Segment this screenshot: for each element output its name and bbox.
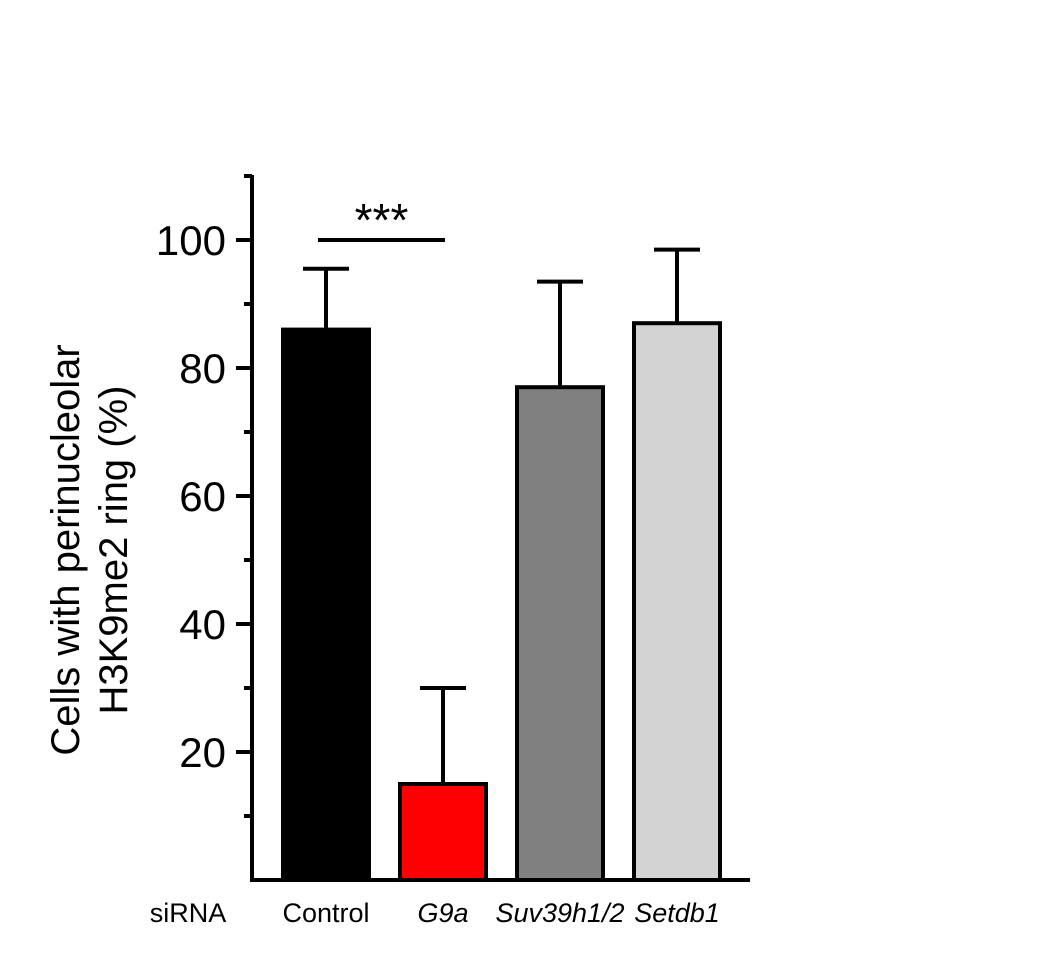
bar-g9a bbox=[398, 782, 488, 882]
category-labels: Control G9a Suv39h1/2 Setdb1 bbox=[282, 898, 719, 928]
bar-control bbox=[281, 327, 371, 883]
y-axis: 20 40 60 80 100 bbox=[156, 174, 254, 882]
significance-label: *** bbox=[355, 194, 409, 246]
y-tick-label: 20 bbox=[179, 729, 226, 776]
group-label: siRNA bbox=[150, 898, 227, 928]
y-axis-title: Cells with perinucleolar H3K9me2 ring (%… bbox=[44, 344, 136, 755]
y-axis-title-line-1: Cells with perinucleolar bbox=[44, 344, 88, 755]
y-axis-title-line-2: H3K9me2 ring (%) bbox=[92, 385, 136, 714]
bar-suv39h1-2 bbox=[515, 385, 605, 882]
category-label: Control bbox=[282, 898, 369, 928]
bars bbox=[281, 321, 722, 883]
y-tick-label: 100 bbox=[156, 217, 226, 264]
y-tick-label: 80 bbox=[179, 345, 226, 392]
significance-annotation: *** bbox=[318, 194, 445, 246]
bar-setdb1 bbox=[632, 321, 722, 882]
category-label: Suv39h1/2 bbox=[495, 898, 624, 928]
error-bars bbox=[303, 247, 700, 784]
category-label: Setdb1 bbox=[634, 898, 720, 928]
category-label: G9a bbox=[417, 898, 468, 928]
y-tick-label: 40 bbox=[179, 601, 226, 648]
y-tick-label: 60 bbox=[179, 473, 226, 520]
